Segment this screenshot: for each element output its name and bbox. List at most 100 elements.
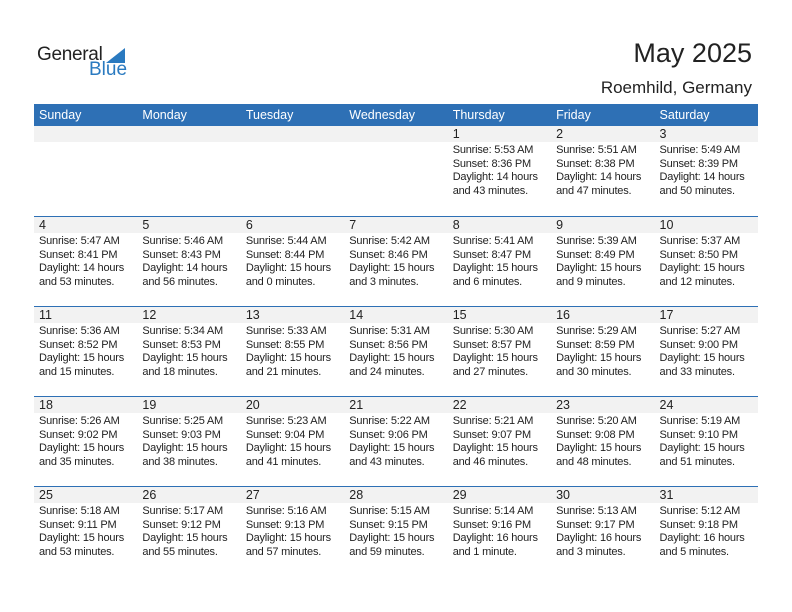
day-info: Sunrise: 5:14 AM Sunset: 9:16 PM Daylight:…: [448, 503, 551, 559]
day-info: Sunrise: 5:29 AM Sunset: 8:59 PM Daylight:…: [551, 323, 654, 379]
day-cell: 23 Sunrise: 5:20 AM Sunset: 9:08 PM Dayligh…: [551, 397, 655, 486]
day-info: Sunrise: 5:17 AM Sunset: 9:12 PM Daylight:…: [137, 503, 240, 559]
sunrise-text: Sunrise: 5:36 AM: [39, 325, 120, 337]
day-cell: 9 Sunrise: 5:39 AM Sunset: 8:49 PM Daylight…: [551, 217, 655, 306]
day-number: 26: [137, 487, 241, 503]
daylight2-text: and 59 minutes.: [349, 545, 425, 558]
day-number: 21: [344, 397, 448, 413]
daylight1-text: Daylight: 15 hours: [39, 352, 125, 364]
day-number: 23: [551, 397, 655, 413]
day-number: [344, 126, 448, 142]
day-info: Sunrise: 5:47 AM Sunset: 8:41 PM Daylight:…: [34, 233, 137, 289]
daylight1-text: Daylight: 14 hours: [556, 171, 642, 183]
daylight2-text: and 38 minutes.: [142, 455, 218, 468]
weekday-header: Sunday Monday Tuesday Wednesday Thursday Frid…: [34, 104, 758, 126]
day-info: Sunrise: 5:39 AM Sunset: 8:49 PM Daylight:…: [551, 233, 654, 289]
sunset-text: Sunset: 8:47 PM: [452, 248, 532, 261]
day-cell: 6 Sunrise: 5:44 AM Sunset: 8:44 PM Daylight…: [240, 217, 345, 306]
day-number: 11: [34, 307, 138, 323]
sunrise-text: Sunrise: 5:14 AM: [452, 505, 534, 517]
daylight2-text: and 1 minute.: [452, 545, 517, 558]
day-info: Sunrise: 5:12 AM Sunset: 9:18 PM Daylight:…: [655, 503, 758, 559]
day-info: Sunrise: 5:22 AM Sunset: 9:06 PM Daylight:…: [344, 413, 447, 469]
daylight1-text: Daylight: 15 hours: [39, 532, 125, 544]
day-info: Sunrise: 5:15 AM Sunset: 9:15 PM Daylight:…: [344, 503, 447, 559]
weekday-sunday: Sunday: [39, 108, 82, 122]
daylight2-text: and 18 minutes.: [142, 365, 218, 378]
daylight2-text: and 3 minutes.: [556, 545, 626, 558]
sunset-text: Sunset: 8:53 PM: [142, 338, 221, 351]
daylight1-text: Daylight: 15 hours: [452, 352, 538, 364]
daylight2-text: and 3 minutes.: [349, 275, 419, 288]
sunset-text: Sunset: 8:52 PM: [39, 338, 118, 351]
sunset-text: Sunset: 9:10 PM: [659, 428, 739, 441]
week-row: 4 Sunrise: 5:47 AM Sunset: 8:41 PM Daylight…: [34, 216, 758, 306]
daylight1-text: Daylight: 15 hours: [142, 352, 228, 364]
day-cell: 10 Sunrise: 5:37 AM Sunset: 8:50 PM Dayligh…: [654, 217, 758, 306]
day-info: Sunrise: 5:16 AM Sunset: 9:13 PM Daylight:…: [241, 503, 344, 559]
daylight1-text: Daylight: 15 hours: [452, 442, 538, 454]
day-cell: 19 Sunrise: 5:25 AM Sunset: 9:03 PM Dayligh…: [137, 397, 241, 486]
sunset-text: Sunset: 9:15 PM: [349, 518, 428, 531]
logo-text-general: General: [37, 44, 103, 65]
sunset-text: Sunset: 8:46 PM: [349, 248, 428, 261]
daylight1-text: Daylight: 15 hours: [245, 262, 331, 274]
day-info: Sunrise: 5:46 AM Sunset: 8:43 PM Daylight:…: [137, 233, 240, 289]
sunset-text: Sunset: 9:17 PM: [556, 518, 635, 531]
sunrise-text: Sunrise: 5:18 AM: [39, 505, 120, 517]
sunrise-text: Sunrise: 5:13 AM: [556, 505, 637, 517]
day-number: 24: [654, 397, 758, 413]
sunrise-text: Sunrise: 5:29 AM: [556, 325, 637, 337]
daylight1-text: Daylight: 15 hours: [349, 532, 435, 544]
day-info: Sunrise: 5:42 AM Sunset: 8:46 PM Daylight:…: [344, 233, 447, 289]
sunrise-text: Sunrise: 5:49 AM: [659, 144, 741, 156]
daylight1-text: Daylight: 15 hours: [659, 262, 745, 274]
day-number: 30: [551, 487, 655, 503]
sunset-text: Sunset: 8:49 PM: [556, 248, 635, 261]
daylight2-text: and 53 minutes.: [39, 275, 115, 288]
daylight1-text: Daylight: 15 hours: [142, 442, 228, 454]
sunset-text: Sunset: 8:56 PM: [349, 338, 428, 351]
day-cell: 26 Sunrise: 5:17 AM Sunset: 9:12 PM Dayligh…: [137, 487, 241, 576]
daylight1-text: Daylight: 14 hours: [39, 262, 125, 274]
day-number: 4: [34, 217, 138, 233]
day-info: Sunrise: 5:44 AM Sunset: 8:44 PM Daylight:…: [241, 233, 344, 289]
day-info: Sunrise: 5:25 AM Sunset: 9:03 PM Daylight:…: [137, 413, 240, 469]
day-number: 10: [654, 217, 758, 233]
day-info: Sunrise: 5:23 AM Sunset: 9:04 PM Daylight:…: [241, 413, 344, 469]
sunrise-text: Sunrise: 5:51 AM: [556, 144, 637, 156]
day-number: 7: [344, 217, 448, 233]
page-title: May 2025: [633, 38, 752, 68]
week-row: 1 Sunrise: 5:53 AM Sunset: 8:36 PM Daylight…: [34, 126, 758, 216]
day-info: Sunrise: 5:31 AM Sunset: 8:56 PM Daylight:…: [344, 323, 447, 379]
day-cell: 20 Sunrise: 5:23 AM Sunset: 9:04 PM Dayligh…: [240, 397, 345, 486]
day-cell: 14 Sunrise: 5:31 AM Sunset: 8:56 PM Dayligh…: [344, 307, 448, 396]
sunset-text: Sunset: 9:02 PM: [39, 428, 118, 441]
sunset-text: Sunset: 9:13 PM: [245, 518, 325, 531]
daylight1-text: Daylight: 15 hours: [39, 442, 125, 454]
daylight1-text: Daylight: 14 hours: [142, 262, 228, 274]
day-info: Sunrise: 5:20 AM Sunset: 9:08 PM Daylight:…: [551, 413, 654, 469]
daylight1-text: Daylight: 15 hours: [349, 262, 435, 274]
day-number: 22: [447, 397, 552, 413]
sunrise-text: Sunrise: 5:33 AM: [245, 325, 327, 337]
sunrise-text: Sunrise: 5:47 AM: [39, 235, 120, 247]
daylight1-text: Daylight: 15 hours: [452, 262, 538, 274]
sunrise-text: Sunrise: 5:30 AM: [452, 325, 534, 337]
sunset-text: Sunset: 8:44 PM: [245, 248, 325, 261]
day-cell: 25 Sunrise: 5:18 AM Sunset: 9:11 PM Dayligh…: [34, 487, 138, 576]
day-number: [137, 126, 241, 142]
day-info: Sunrise: 5:41 AM Sunset: 8:47 PM Daylight:…: [448, 233, 551, 289]
day-cell: 12 Sunrise: 5:34 AM Sunset: 8:53 PM Dayligh…: [137, 307, 241, 396]
day-info: Sunrise: 5:30 AM Sunset: 8:57 PM Daylight:…: [448, 323, 551, 379]
day-number: 6: [240, 217, 345, 233]
daylight2-text: and 5 minutes.: [659, 545, 730, 558]
day-cell: 17 Sunrise: 5:27 AM Sunset: 9:00 PM Dayligh…: [654, 307, 758, 396]
day-cell: 18 Sunrise: 5:26 AM Sunset: 9:02 PM Dayligh…: [34, 397, 138, 486]
daylight2-text: and 43 minutes.: [452, 184, 528, 197]
sunset-text: Sunset: 8:39 PM: [659, 157, 739, 170]
day-number: 31: [654, 487, 758, 503]
day-info: Sunrise: 5:34 AM Sunset: 8:53 PM Daylight:…: [137, 323, 240, 379]
daylight2-text: and 0 minutes.: [245, 275, 316, 288]
day-cell: 29 Sunrise: 5:14 AM Sunset: 9:16 PM Dayligh…: [447, 487, 552, 576]
